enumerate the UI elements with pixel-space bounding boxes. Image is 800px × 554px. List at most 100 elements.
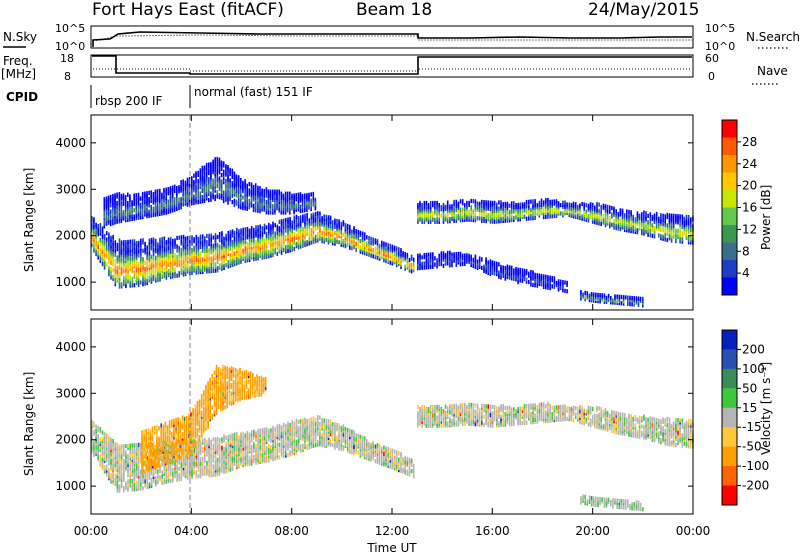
echo-cell	[131, 478, 134, 484]
echo-cell	[487, 202, 489, 207]
echo-cell	[631, 295, 633, 301]
echo-cell	[216, 171, 219, 176]
echo-cell	[238, 229, 240, 234]
echo-cell	[204, 459, 206, 464]
echo-cell	[142, 271, 144, 276]
echo-cell	[214, 165, 216, 170]
echo-cell	[246, 241, 249, 246]
echo-cell	[679, 226, 681, 231]
echo-cell	[545, 204, 547, 209]
echo-cell	[583, 210, 585, 216]
echo-cell	[120, 469, 123, 474]
echo-cell	[666, 212, 669, 217]
echo-cell	[329, 215, 332, 220]
echo-cell	[493, 207, 496, 212]
echo-cell	[191, 197, 193, 202]
echo-cell	[163, 236, 166, 241]
echo-cell	[148, 263, 151, 268]
y-tick-label: 2000	[55, 229, 86, 243]
echo-cell	[159, 188, 161, 193]
echo-cell	[540, 202, 543, 207]
echo-cell	[372, 250, 374, 255]
echo-cell	[173, 184, 176, 189]
echo-cell	[235, 189, 238, 194]
echo-cell	[681, 239, 684, 244]
echo-cell	[621, 217, 624, 222]
echo-cell	[687, 215, 690, 220]
echo-cell	[250, 197, 253, 202]
echo-cell	[124, 216, 127, 221]
echo-cell	[453, 218, 455, 223]
echo-cell	[169, 478, 172, 483]
echo-cell	[598, 202, 600, 207]
echo-cell	[253, 244, 255, 249]
echo-cell	[280, 200, 283, 205]
echo-cell	[668, 213, 671, 218]
echo-cell	[246, 251, 249, 257]
echo-cell	[385, 246, 387, 251]
echo-cell	[442, 207, 445, 212]
echo-cell	[474, 199, 477, 204]
echo-cell	[118, 461, 121, 466]
echo-cell	[253, 246, 255, 251]
echo-cell	[120, 257, 123, 262]
echo-cell	[272, 230, 274, 235]
echo-cell	[93, 440, 95, 445]
echo-cell	[254, 202, 257, 207]
echo-cell	[109, 194, 112, 199]
echo-cell	[304, 224, 306, 229]
echo-cell	[199, 185, 202, 190]
echo-cell	[118, 444, 121, 449]
echo-cell	[238, 241, 240, 246]
echo-cell	[197, 236, 200, 241]
echo-cell	[105, 237, 108, 242]
echo-cell	[302, 227, 304, 232]
echo-cell	[269, 191, 272, 196]
echo-cell	[427, 252, 430, 257]
echo-cell	[291, 202, 293, 207]
echo-cell	[383, 243, 385, 248]
echo-cell	[530, 207, 532, 212]
echo-cell	[259, 196, 261, 201]
echo-cell	[144, 193, 146, 198]
echo-cell	[182, 183, 184, 188]
echo-cell	[240, 251, 242, 256]
echo-cell	[417, 217, 419, 222]
echo-cell	[596, 218, 598, 223]
echo-cell	[129, 252, 131, 257]
echo-cell	[440, 251, 443, 256]
echo-cell	[466, 200, 468, 205]
echo-cell	[455, 218, 458, 223]
echo-cell	[289, 202, 291, 207]
echo-cell	[427, 203, 430, 208]
echo-cell	[547, 200, 549, 205]
echo-cell	[272, 234, 274, 239]
echo-cell	[549, 210, 551, 215]
echo-cell	[319, 215, 321, 220]
echo-cell	[402, 251, 404, 256]
echo-cell	[429, 205, 432, 210]
echo-cell	[609, 205, 611, 210]
echo-cell	[110, 473, 112, 478]
echo-cell	[504, 270, 507, 275]
echo-cell	[167, 248, 170, 253]
echo-cell	[304, 234, 306, 239]
echo-cell	[103, 216, 106, 221]
echo-cell	[176, 200, 178, 205]
echo-cell	[122, 210, 125, 215]
echo-cell	[159, 197, 161, 202]
echo-cell	[472, 211, 475, 216]
echo-cell	[157, 244, 159, 249]
echo-cell	[235, 178, 238, 183]
echo-cell	[227, 260, 230, 265]
echo-cell	[108, 232, 110, 237]
echo-cell	[528, 199, 530, 204]
echo-cell	[91, 243, 93, 248]
echo-cell	[123, 240, 125, 245]
echo-cell	[248, 205, 251, 210]
echo-cell	[368, 240, 370, 245]
echo-cell	[314, 204, 317, 209]
echo-cell	[606, 219, 609, 224]
echo-cell	[631, 302, 633, 307]
echo-cell	[233, 241, 236, 246]
